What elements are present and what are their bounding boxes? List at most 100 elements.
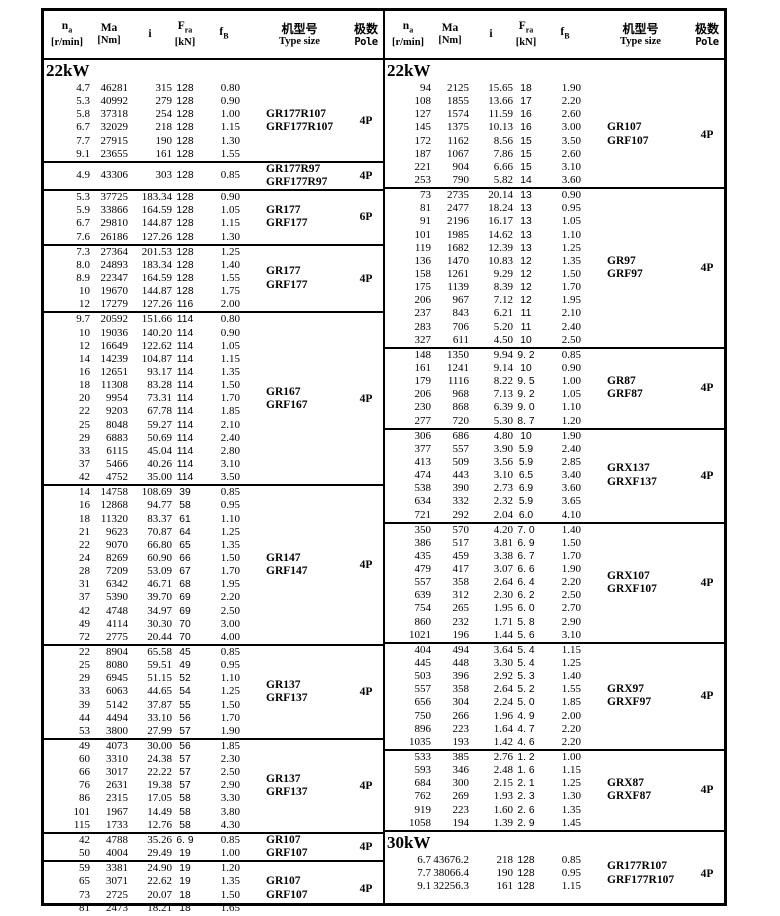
ratio-value: 3.38: [493, 549, 513, 562]
fb-value: 1.50: [561, 267, 581, 280]
ratio-value: 18.21: [147, 901, 172, 914]
na-value: 639: [414, 589, 432, 602]
type-size-line: GRF107: [266, 847, 308, 860]
ratio-value: 13.66: [488, 95, 513, 108]
fra-value: 2. 9: [517, 817, 535, 829]
ratio-value: 94.77: [147, 499, 172, 512]
ma-value: 32029: [100, 121, 129, 134]
ratio-value: 44.65: [147, 685, 172, 698]
fra-value: 12: [520, 282, 532, 294]
ma-value: 7209: [106, 565, 128, 578]
fra-value: 13: [520, 229, 532, 241]
type-size-line: GRF177: [266, 278, 308, 291]
fra-value: 5.9: [518, 443, 534, 455]
ma-value: 459: [452, 549, 470, 562]
na-value: 22: [79, 645, 90, 658]
ma-value: 2196: [447, 215, 469, 228]
type-size-value: GR177R97 GRF177R97: [250, 163, 349, 189]
fb-value: 1.25: [220, 525, 240, 538]
na-value: 9.1: [76, 147, 90, 160]
fb-value: 0.85: [220, 645, 240, 658]
fb-value: 3.10: [220, 457, 240, 470]
ma-value: 196: [452, 628, 470, 641]
ratio-value: 1.96: [493, 709, 513, 722]
na-value: 6.7: [417, 853, 431, 866]
fra-value: 9. 0: [517, 402, 535, 414]
na-value: 221: [414, 160, 432, 173]
ratio-value: 50.69: [147, 431, 172, 444]
ratio-value: 7.12: [493, 294, 513, 307]
fra-value: 10: [520, 362, 532, 374]
ratio-value: 2.73: [493, 482, 513, 495]
type-size-line: GRXF87: [607, 790, 652, 803]
ratio-value: 2.15: [493, 777, 513, 790]
ratio-value: 51.15: [147, 672, 172, 685]
fra-value: 49: [179, 660, 191, 672]
fb-value: 1.70: [561, 549, 581, 562]
ratio-value: 10.83: [488, 254, 513, 267]
ratio-value: 161: [155, 147, 173, 160]
radial-force-subscript: ra: [184, 25, 193, 35]
na-value: 22: [79, 405, 90, 418]
fra-value: 128: [176, 83, 194, 94]
na-value: 33: [79, 685, 90, 698]
ratio-value: 108.69: [141, 486, 172, 499]
ma-value: 266: [452, 709, 470, 722]
type-size-value: GR177 GRF177: [250, 204, 349, 230]
fb-value: 1.05: [220, 204, 240, 217]
ma-value: 2631: [106, 779, 128, 792]
ma-value: 5142: [106, 698, 128, 711]
power-section-label: 30kW: [387, 832, 431, 852]
ratio-value: 1.64: [493, 722, 513, 735]
na-value: 29: [79, 672, 90, 685]
ratio-value: 16.17: [488, 215, 513, 228]
type-size-value: GRX97 GRXF97: [591, 683, 690, 709]
fra-value: 13: [520, 203, 532, 215]
ma-value: 1350: [447, 348, 469, 361]
fra-value: 16: [520, 122, 532, 134]
fra-value: 70: [179, 618, 191, 630]
type-size-line: GRF87: [607, 388, 643, 401]
ma-value: 38066.4: [433, 867, 469, 880]
col-header-radial-force: Fra [kN]: [513, 20, 539, 48]
fb-value: 4.30: [220, 818, 240, 831]
na-value: 1021: [409, 628, 431, 641]
fb-value: 1.35: [561, 254, 581, 267]
fb-value: 1.10: [220, 512, 240, 525]
na-value: 42: [79, 833, 90, 846]
type-size-value: GRX137 GRXF137: [591, 462, 690, 488]
na-value: 53: [79, 724, 90, 737]
fb-value: 1.50: [561, 536, 581, 549]
ratio-symbol: i: [489, 28, 493, 40]
ratio-value: 6.66: [493, 160, 513, 173]
fra-value: 61: [179, 513, 191, 525]
na-value: 634: [414, 495, 432, 508]
fb-value: 1.05: [561, 388, 581, 401]
rating-group: 4.9 43306 303 128 0.85 GR177R97 GRF177R97 4P: [44, 163, 383, 192]
ratio-value: 2.76: [493, 751, 513, 764]
na-value: 237: [414, 307, 432, 320]
left-panel: na [r/min] Ma [Nm] i Fra [kN] fB 机型号 Typ…: [44, 11, 383, 914]
ma-value: 1733: [106, 818, 128, 831]
ma-value: 4494: [106, 711, 128, 724]
ma-value: 37318: [100, 108, 129, 121]
fra-value: 6.9: [518, 483, 534, 495]
ma-value: 29810: [100, 217, 129, 230]
fra-value: 5. 4: [517, 658, 535, 670]
fb-value: 4.00: [220, 630, 240, 643]
ma-value: 358: [452, 576, 470, 589]
fra-value: 57: [179, 754, 191, 766]
type-size-value: GR177R107 GRF177R107: [591, 860, 690, 886]
ratio-value: 127.26: [141, 230, 172, 243]
na-value: 327: [414, 333, 432, 346]
fra-value: 13: [520, 242, 532, 254]
ratio-value: 315: [155, 82, 173, 94]
type-size-value: GR167 GRF167: [250, 386, 349, 412]
ratio-value: 1.93: [493, 790, 513, 803]
fra-value: 54: [179, 686, 191, 698]
ma-value: 3800: [106, 724, 128, 737]
na-value: 66: [79, 766, 90, 779]
col-header-pole: 极数 Pole: [349, 22, 383, 48]
pole-label-zh: 极数: [694, 21, 719, 36]
fb-value: 0.85: [561, 348, 581, 361]
